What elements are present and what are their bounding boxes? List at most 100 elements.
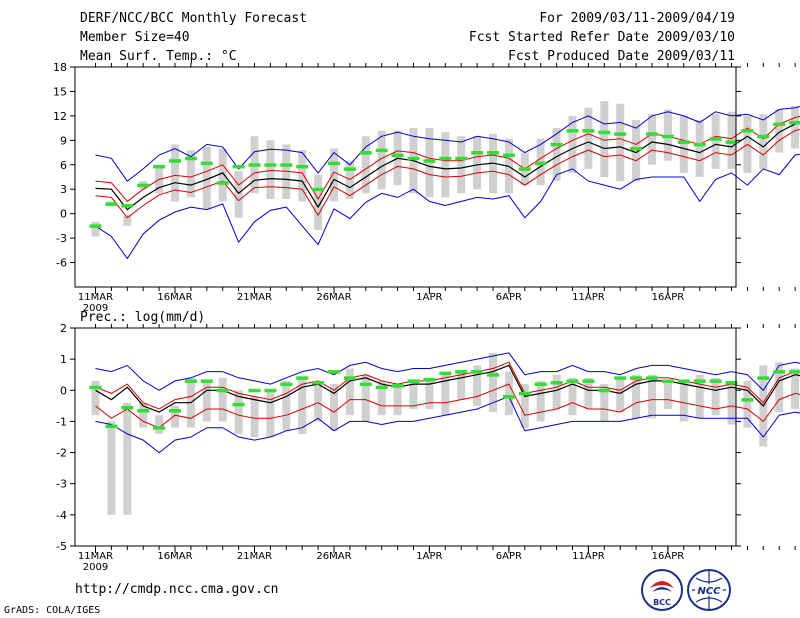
prec-observed-marker bbox=[169, 409, 181, 413]
temp-observed-marker bbox=[137, 183, 150, 188]
temp-y-tick-label: 15 bbox=[53, 85, 67, 98]
temp-spread-box bbox=[91, 221, 100, 237]
temp-spread-box bbox=[186, 150, 195, 198]
prec-spread-box bbox=[711, 377, 720, 416]
chart-title: DERF/NCC/BCC Monthly Forecast bbox=[80, 11, 307, 26]
temp-observed-marker bbox=[741, 129, 754, 133]
temp-spread-box bbox=[632, 119, 641, 182]
prec-observed-marker bbox=[375, 385, 388, 390]
temp-spread-box bbox=[234, 171, 243, 218]
prec-spread-box bbox=[298, 377, 307, 434]
temp-spread-box bbox=[361, 136, 370, 194]
temp-spread-box bbox=[679, 115, 688, 173]
prec-y-tick-label: -1 bbox=[56, 415, 67, 428]
temp-observed-marker bbox=[471, 151, 484, 155]
temp-x-tick-label: 16APR bbox=[652, 292, 685, 303]
temp-spread-box bbox=[457, 136, 466, 194]
precipitation-panel: -5 -4 -3 -2 -1 0 1 2 11MAR 16MAR 21MAR 26MAR 1APR 6AP… bbox=[56, 322, 800, 573]
temp-upper-line bbox=[95, 115, 800, 203]
temp-observed-marker bbox=[709, 137, 722, 141]
temp-x-tick-label: 1APR bbox=[416, 292, 442, 303]
temp-observed-marker bbox=[407, 156, 420, 161]
prec-y-tick-label: -3 bbox=[56, 478, 67, 491]
prec-spread-box bbox=[632, 374, 641, 419]
temp-observed-marker bbox=[502, 153, 515, 157]
prec-observed-marker bbox=[677, 379, 690, 383]
temp-observed-marker bbox=[296, 164, 309, 169]
prec-spread-box bbox=[504, 371, 513, 416]
forecast-produced-date: Fcst Produced Date 2009/03/11 bbox=[508, 49, 735, 64]
grads-credit: GrADS: COLA/IGES bbox=[4, 605, 101, 616]
prec-spread-box bbox=[441, 374, 450, 416]
prec-observed-marker bbox=[487, 373, 499, 377]
prec-observed-marker bbox=[582, 379, 595, 383]
temp-spread-box bbox=[648, 114, 656, 165]
temp-observed-marker bbox=[184, 156, 197, 161]
prec-spread-box bbox=[663, 380, 672, 409]
prec-observed-marker bbox=[614, 376, 627, 380]
prec-spread-box bbox=[234, 390, 243, 434]
prec-observed-marker bbox=[343, 376, 356, 380]
temp-y-tick-label: 9 bbox=[60, 134, 67, 147]
prec-y-tick-label: 2 bbox=[60, 322, 67, 335]
prec-observed-marker bbox=[598, 388, 611, 393]
temp-observed-marker bbox=[264, 163, 277, 167]
prec-spread-box bbox=[489, 352, 497, 413]
temp-spread-box bbox=[711, 114, 720, 169]
prec-observed-marker bbox=[502, 395, 515, 399]
temp-observed-marker bbox=[375, 148, 388, 153]
prec-observed-marker bbox=[725, 381, 738, 385]
temperature-panel: -6 -3 0 3 6 9 12 15 18 11MAR 16MAR 21MAR 26MAR 1APR 6A… bbox=[53, 61, 800, 314]
temp-observed-marker bbox=[121, 204, 134, 208]
temp-spread-box bbox=[791, 106, 800, 149]
prec-x-tick-label: 26MAR bbox=[316, 551, 351, 562]
prec-spread-box bbox=[202, 380, 211, 422]
temp-observed-marker bbox=[757, 134, 770, 139]
ncc-logo-icon: NCC bbox=[686, 568, 732, 612]
prec-observed-marker bbox=[105, 424, 118, 429]
prec-observed-marker bbox=[89, 385, 102, 390]
prec-spread-box bbox=[457, 371, 466, 400]
prec-plot-frame bbox=[74, 327, 737, 547]
temp-spread-box bbox=[695, 119, 704, 177]
temp-y-tick-label: 12 bbox=[53, 110, 67, 123]
prec-observed-marker bbox=[264, 388, 277, 393]
prec-observed-marker bbox=[391, 384, 404, 388]
temp-observed-marker bbox=[423, 159, 436, 163]
precip-panel-title: Prec.: log(mm/d) bbox=[80, 310, 206, 325]
temp-observed-marker bbox=[105, 202, 118, 206]
prec-spread-box bbox=[520, 384, 529, 428]
temp-x-tick-label: 11APR bbox=[572, 292, 605, 303]
prec-spread-box bbox=[91, 380, 100, 416]
prec-spread-box bbox=[218, 377, 227, 422]
temp-observed-marker bbox=[661, 134, 674, 139]
prec-observed-marker bbox=[407, 379, 420, 383]
prec-x-tick-label: 1APR bbox=[416, 551, 442, 562]
temp-spread-box bbox=[218, 148, 227, 202]
prec-spread-box bbox=[171, 405, 179, 428]
temp-observed-marker bbox=[646, 132, 658, 136]
temp-spread-box bbox=[568, 115, 577, 173]
temp-observed-marker bbox=[550, 142, 563, 147]
prec-observed-marker bbox=[789, 370, 800, 374]
prec-observed-marker bbox=[232, 402, 245, 407]
temp-spread-box bbox=[314, 174, 323, 230]
prec-spread-box bbox=[600, 384, 609, 422]
temp-y-tick-label: 3 bbox=[60, 183, 67, 196]
prec-observed-marker bbox=[200, 379, 213, 383]
prec-spread-box bbox=[409, 380, 418, 409]
prec-observed-marker bbox=[248, 388, 261, 393]
temp-observed-marker bbox=[280, 163, 293, 167]
temp-spread-box bbox=[266, 140, 275, 199]
prec-lower-line bbox=[95, 383, 800, 429]
prec-spread-box bbox=[727, 380, 736, 425]
temp-mean-line bbox=[95, 122, 800, 211]
source-url[interactable]: http://cmdp.ncc.cma.gov.cn bbox=[75, 582, 279, 597]
prec-y-tick-label: -5 bbox=[56, 540, 67, 553]
prec-observed-marker bbox=[646, 376, 658, 380]
temp-observed-marker bbox=[582, 129, 595, 133]
temp-max-line bbox=[95, 105, 800, 182]
bcc-logo-text: BCC bbox=[653, 598, 671, 607]
prec-observed-marker bbox=[184, 379, 197, 383]
